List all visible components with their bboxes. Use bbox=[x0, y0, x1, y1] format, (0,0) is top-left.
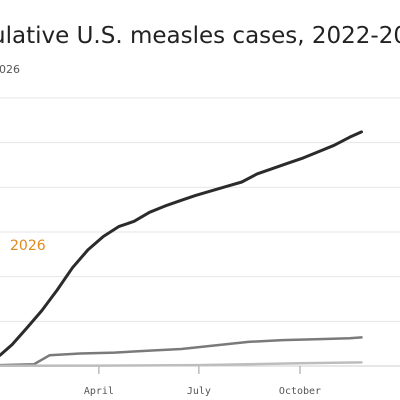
chart-title: Cumulative U.S. measles cases, 2022-2026 bbox=[0, 23, 400, 49]
gridlines bbox=[0, 97, 400, 367]
x-tick-label: October bbox=[279, 386, 321, 397]
series-lines bbox=[0, 130, 363, 368]
series-line-1 bbox=[0, 130, 363, 357]
x-tick-label: April bbox=[84, 386, 114, 397]
series-line-2 bbox=[0, 336, 363, 367]
x-axis-ticks: April July October bbox=[84, 366, 321, 397]
x-tick-label: July bbox=[187, 386, 211, 397]
series-line-3 bbox=[0, 361, 363, 368]
series-label-2026: 2026 bbox=[10, 238, 46, 254]
chart-subtitle: 2026 bbox=[0, 63, 20, 76]
